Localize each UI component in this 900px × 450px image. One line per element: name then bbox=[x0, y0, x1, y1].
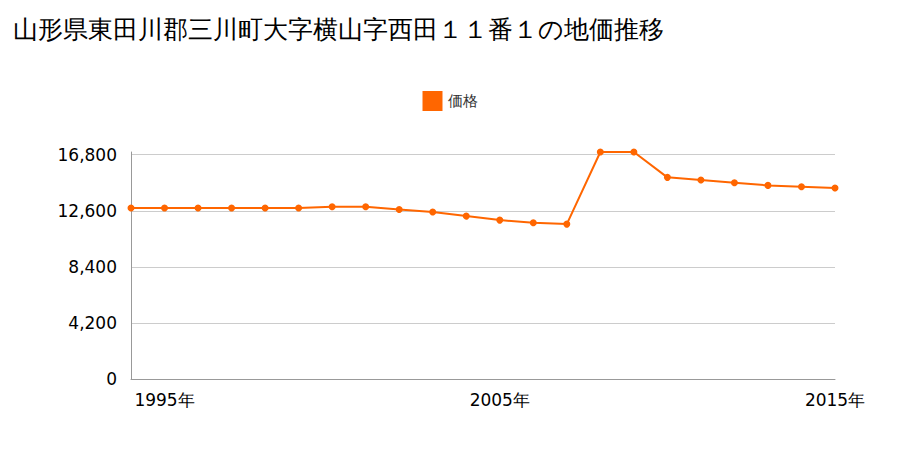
svg-text:0: 0 bbox=[106, 369, 117, 389]
svg-text:12,600: 12,600 bbox=[58, 201, 117, 221]
svg-text:16,800: 16,800 bbox=[58, 145, 117, 165]
svg-text:価格: 価格 bbox=[448, 92, 478, 110]
svg-text:山形県東田川郡三川町大字横山字西田１１番１の地価推移: 山形県東田川郡三川町大字横山字西田１１番１の地価推移 bbox=[13, 15, 664, 44]
svg-text:8,400: 8,400 bbox=[68, 257, 117, 277]
svg-text:1995年: 1995年 bbox=[134, 390, 194, 410]
svg-text:2005年: 2005年 bbox=[470, 390, 530, 410]
svg-text:4,200: 4,200 bbox=[68, 313, 117, 333]
svg-text:2015年: 2015年 bbox=[805, 390, 865, 410]
